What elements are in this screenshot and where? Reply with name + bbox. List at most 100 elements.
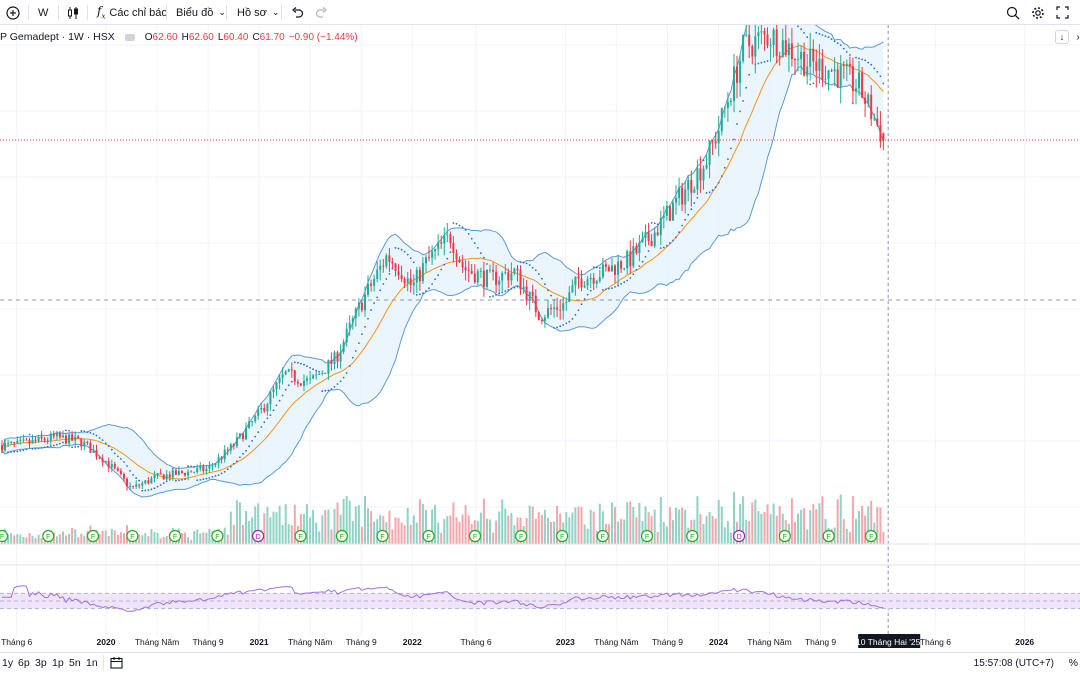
candle-body: [531, 291, 534, 296]
volume-bar: [626, 502, 629, 544]
candle-body: [330, 359, 333, 364]
range-1n[interactable]: 1n: [86, 657, 98, 669]
volume-bar: [708, 512, 711, 544]
sar-point: [397, 247, 400, 250]
candle-body: [766, 34, 769, 46]
volume-bar: [742, 496, 745, 544]
range-1p[interactable]: 1p: [52, 657, 64, 669]
sar-point: [260, 426, 263, 428]
volume-bar: [324, 510, 327, 544]
interval-button[interactable]: W: [38, 6, 49, 19]
event-marker-f[interactable]: F: [686, 529, 699, 543]
volume-bar: [800, 509, 803, 544]
candle-body: [327, 359, 330, 374]
range-3p[interactable]: 3p: [35, 657, 47, 669]
event-marker-f[interactable]: F: [822, 529, 835, 543]
scroll-down-button[interactable]: ↓: [1055, 30, 1069, 44]
sar-point: [113, 452, 116, 455]
price-chart[interactable]: F F F F F F D F F F F F F F F F F D F F F Tháng 6 2020 Tháng Nă…: [0, 25, 1080, 652]
range-1y[interactable]: 1y: [2, 657, 14, 669]
settings-button[interactable]: [1031, 0, 1046, 25]
candle-body: [16, 440, 19, 444]
volume-bar: [162, 537, 165, 544]
candle-body: [306, 378, 308, 381]
event-marker-f[interactable]: F: [294, 529, 307, 543]
event-marker-d[interactable]: D: [252, 529, 265, 543]
event-marker-f[interactable]: F: [514, 529, 528, 543]
percent-scale-toggle[interactable]: %: [1068, 657, 1078, 669]
candle-body: [708, 140, 711, 165]
top-toolbar: W fx Các chỉ báo Biểu đồ ⌄ Hồ sơ ⌄: [0, 0, 1080, 25]
redo-button[interactable]: [315, 0, 329, 25]
timezone-clock[interactable]: 15:57:08 (UTC+7): [973, 658, 1054, 669]
add-symbol-button[interactable]: [6, 0, 22, 25]
volume-bar: [583, 524, 586, 544]
event-marker-f[interactable]: F: [126, 529, 139, 543]
event-marker-f[interactable]: F: [42, 529, 55, 543]
event-marker-f[interactable]: F: [335, 529, 348, 543]
fullscreen-button[interactable]: [1056, 0, 1070, 25]
low-value: 60.40: [223, 31, 249, 43]
event-marker-f[interactable]: F: [86, 529, 100, 543]
candle-body: [848, 63, 851, 67]
sar-point: [473, 242, 476, 245]
volume-bar: [263, 513, 266, 544]
candle-body: [7, 442, 10, 444]
event-marker-f[interactable]: F: [0, 529, 9, 543]
candles-button[interactable]: [66, 0, 80, 25]
range-6p[interactable]: 6p: [18, 657, 30, 669]
chevron-down-icon: ⌄: [218, 7, 226, 17]
event-marker-f[interactable]: F: [468, 529, 482, 543]
event-marker-f[interactable]: F: [422, 529, 435, 543]
volume-bar: [421, 504, 424, 544]
event-marker-circle: [822, 529, 835, 543]
undo-button[interactable]: [291, 0, 305, 25]
legend-eye-icon[interactable]: [124, 33, 135, 41]
volume-bar: [71, 528, 74, 544]
expand-right-button[interactable]: ›: [1073, 30, 1080, 44]
profile-button[interactable]: Hồ sơ ⌄: [237, 0, 279, 25]
sar-point: [708, 191, 711, 194]
volume-bar: [19, 534, 22, 544]
candle-body: [113, 464, 116, 469]
volume-bar: [803, 508, 806, 544]
high-label: H: [181, 31, 189, 43]
range-5n[interactable]: 5n: [69, 657, 81, 669]
candle-body: [263, 408, 266, 412]
candle-body: [559, 309, 562, 311]
event-marker-f[interactable]: F: [376, 529, 389, 543]
sar-point: [745, 86, 748, 89]
sar-point: [251, 440, 254, 442]
chart-type-label: Biểu đồ: [176, 6, 214, 19]
sar-point: [333, 386, 336, 388]
candle-body: [772, 29, 775, 45]
volume-bar: [632, 507, 635, 544]
candle-body: [739, 61, 742, 83]
event-marker-f[interactable]: F: [555, 529, 569, 543]
event-marker-f[interactable]: F: [596, 529, 609, 543]
candle-body: [284, 371, 287, 375]
volume-bar: [196, 529, 199, 544]
sar-point: [275, 404, 278, 407]
sar-point: [10, 451, 13, 453]
event-marker-f[interactable]: F: [864, 529, 878, 543]
indicators-button[interactable]: fx Các chỉ báo: [97, 0, 168, 25]
volume-bar: [165, 535, 168, 544]
volume-bar: [345, 495, 348, 544]
event-marker-d[interactable]: D: [732, 529, 746, 543]
candle-body: [55, 433, 58, 437]
event-marker-f[interactable]: F: [640, 529, 654, 543]
event-marker-f[interactable]: F: [778, 529, 791, 543]
volume-bar: [607, 524, 610, 544]
event-marker-f[interactable]: F: [168, 529, 182, 543]
event-marker-f[interactable]: F: [211, 529, 224, 543]
candle-body: [662, 215, 665, 218]
candle-body: [412, 282, 415, 286]
volume-bar: [190, 540, 193, 544]
quick-search-button[interactable]: [1006, 0, 1021, 25]
chart-type-button[interactable]: Biểu đồ ⌄: [176, 0, 226, 25]
candle-body: [190, 471, 193, 473]
volume-bar: [266, 506, 269, 544]
volume-bar: [34, 538, 37, 544]
go-to-date-button[interactable]: [110, 656, 123, 672]
